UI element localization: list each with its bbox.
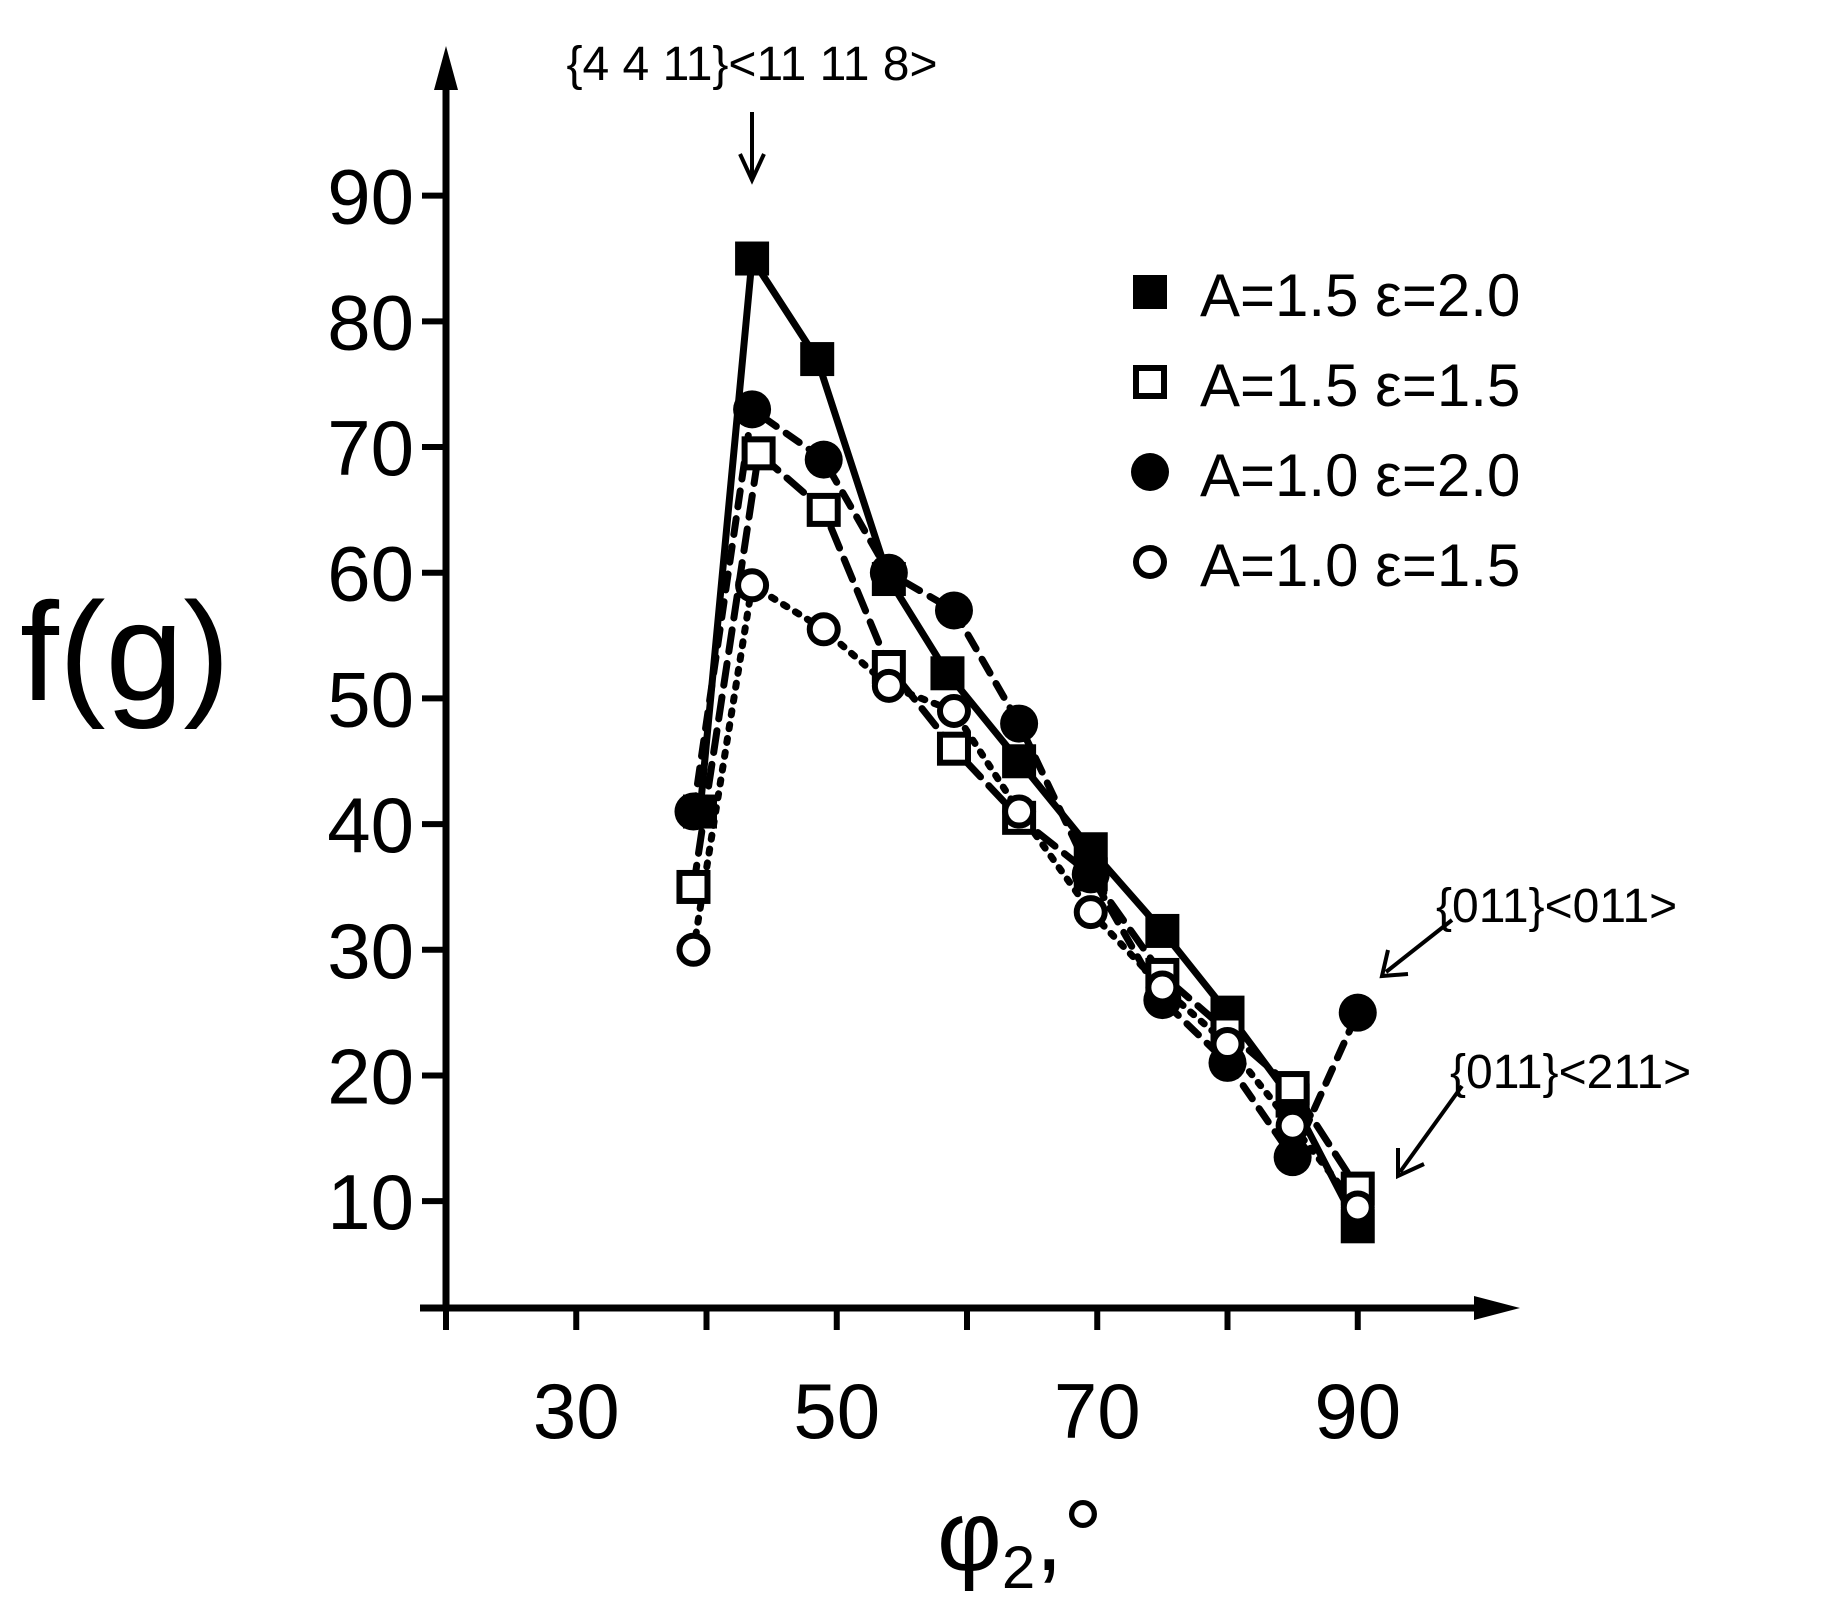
legend-label: A=1.5 ε=1.5 bbox=[1200, 352, 1520, 419]
data-point bbox=[1273, 1138, 1312, 1177]
annotation-label: {011}<211> bbox=[1450, 1046, 1691, 1099]
data-point bbox=[1210, 1027, 1245, 1062]
data-point bbox=[1071, 855, 1110, 894]
data-point bbox=[1338, 993, 1377, 1032]
data-point bbox=[1275, 1071, 1310, 1106]
data-point bbox=[1002, 794, 1037, 829]
data-point bbox=[806, 492, 841, 527]
annotation-label: {4 4 11}<11 11 8> bbox=[566, 38, 937, 91]
y-tick-label: 10 bbox=[327, 1158, 414, 1246]
data-point bbox=[806, 612, 841, 647]
legend-label: A=1.0 ε=1.5 bbox=[1200, 532, 1520, 599]
x-ticks: 30 50 70 90 bbox=[443, 1308, 1401, 1455]
data-point bbox=[800, 342, 835, 377]
series-line-3 bbox=[689, 405, 1362, 1161]
annotation-arrow bbox=[1384, 918, 1454, 974]
data-point bbox=[930, 656, 965, 691]
data-point bbox=[1275, 1108, 1310, 1143]
data-point bbox=[1133, 275, 1167, 309]
annotations: {4 4 11}<11 11 8> {011}<011> {011}<211> bbox=[566, 38, 1691, 1180]
y-tick-label: 70 bbox=[327, 404, 414, 492]
data-point bbox=[804, 440, 843, 479]
data-point bbox=[936, 693, 971, 728]
data-point bbox=[1073, 895, 1108, 930]
data-point bbox=[1133, 365, 1167, 399]
x-tick-label: 30 bbox=[533, 1367, 620, 1455]
series-markers bbox=[674, 241, 1377, 1244]
y-tick-label: 50 bbox=[327, 655, 414, 743]
data-point bbox=[1340, 1190, 1375, 1225]
data-point bbox=[871, 668, 906, 703]
data-point bbox=[1145, 913, 1180, 948]
annotation-arrowhead bbox=[1379, 949, 1409, 979]
y-tick-label: 90 bbox=[327, 153, 414, 241]
x-tick-label: 90 bbox=[1314, 1367, 1401, 1455]
legend-label: A=1.0 ε=2.0 bbox=[1200, 442, 1520, 509]
data-point bbox=[1002, 744, 1037, 779]
data-point bbox=[934, 591, 973, 630]
legend-label: A=1.5 ε=2.0 bbox=[1200, 262, 1520, 329]
annotation-arrowhead bbox=[738, 153, 766, 185]
axes bbox=[420, 46, 1520, 1320]
y-tick-label: 60 bbox=[327, 530, 414, 618]
data-point bbox=[1131, 453, 1169, 491]
y-tick-label: 20 bbox=[327, 1032, 414, 1120]
y-axis-label: f(g) bbox=[20, 573, 230, 730]
data-point bbox=[936, 731, 971, 766]
x-tick-label: 50 bbox=[793, 1367, 880, 1455]
y-ticks: 10 20 30 40 50 60 70 80 90 bbox=[327, 153, 446, 1246]
y-tick-label: 80 bbox=[327, 278, 414, 366]
legend: A=1.5 ε=2.0 A=1.5 ε=1.5 A=1.0 ε=2.0 A=1.0 ε… bbox=[1131, 262, 1520, 599]
x-tick-label: 70 bbox=[1054, 1367, 1141, 1455]
data-point bbox=[676, 932, 711, 967]
annotation-label: {011}<011> bbox=[1436, 880, 1677, 933]
data-point bbox=[1133, 545, 1167, 579]
data-point bbox=[676, 869, 711, 904]
data-point bbox=[1145, 970, 1180, 1005]
x-axis-label: φ2,° bbox=[937, 1480, 1103, 1601]
series-line-4 bbox=[689, 581, 1362, 1211]
x-axis-arrow bbox=[1474, 1296, 1520, 1320]
y-axis-arrow bbox=[434, 46, 458, 90]
y-tick-label: 30 bbox=[327, 907, 414, 995]
annotation-arrow bbox=[1398, 1084, 1464, 1174]
data-point bbox=[674, 792, 713, 831]
data-point bbox=[735, 568, 770, 603]
data-point bbox=[733, 390, 772, 429]
data-point bbox=[741, 436, 776, 471]
data-point bbox=[869, 553, 908, 592]
data-point bbox=[1000, 704, 1039, 743]
y-tick-label: 40 bbox=[327, 781, 414, 869]
annotation-arrowhead bbox=[1396, 1148, 1425, 1180]
data-point bbox=[735, 241, 770, 276]
